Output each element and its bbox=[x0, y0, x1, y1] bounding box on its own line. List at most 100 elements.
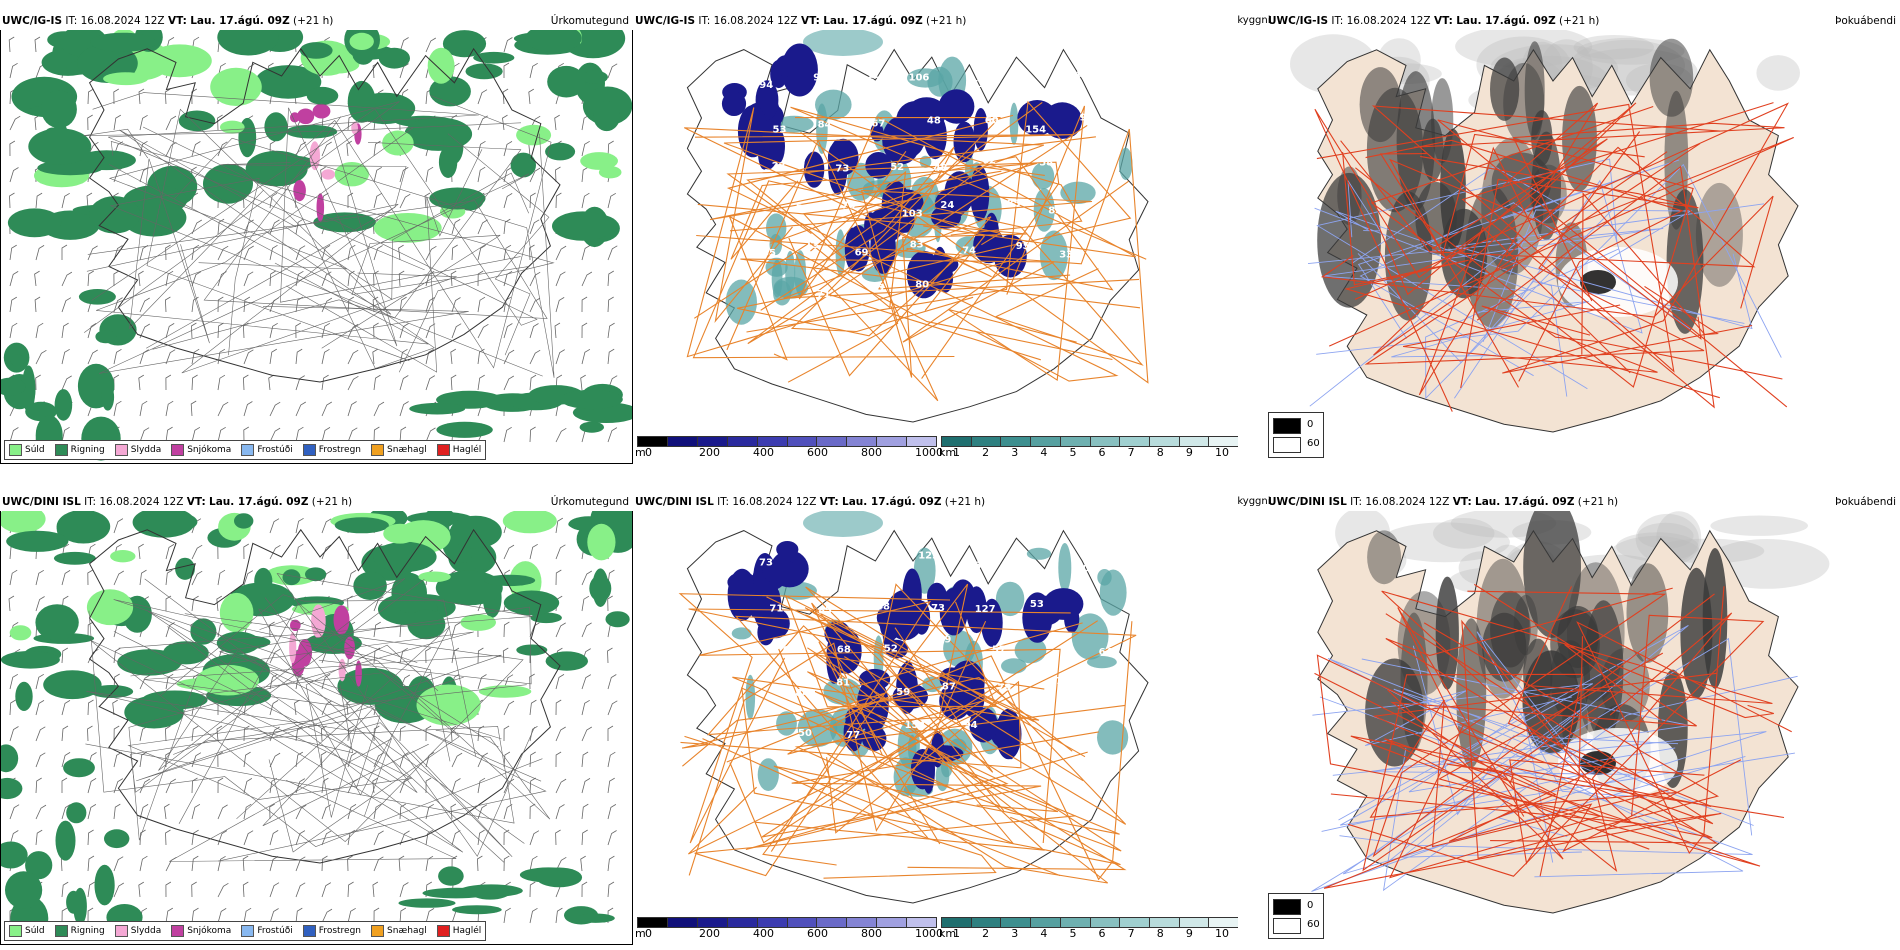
cloud-tick: 2 bbox=[982, 446, 990, 459]
precip-cell bbox=[66, 890, 81, 914]
it-label: IT: bbox=[698, 15, 711, 27]
wind-barb bbox=[347, 804, 357, 820]
wind-barb bbox=[347, 401, 357, 417]
cloud-value-label: 62 bbox=[783, 645, 797, 656]
wind-barb bbox=[529, 543, 538, 560]
height-tick: 600 bbox=[807, 446, 828, 459]
cloud-value-label: 62 bbox=[982, 156, 996, 167]
cloud-value-label: 48 bbox=[876, 602, 890, 613]
wind-barb bbox=[373, 166, 383, 183]
cloud-swatch bbox=[1209, 437, 1238, 446]
wind-barb bbox=[347, 907, 356, 924]
snow-cell bbox=[351, 121, 358, 135]
wind-barb bbox=[425, 829, 434, 846]
height-colorbar-row2: m 0 200 400 600 800 1000 bbox=[633, 917, 943, 943]
road-line bbox=[110, 140, 555, 373]
it-label: IT: bbox=[84, 496, 97, 508]
roads bbox=[678, 583, 1137, 884]
cloud-tick: 9 bbox=[1185, 446, 1193, 459]
height-swatch bbox=[757, 437, 788, 446]
precip-cell bbox=[373, 213, 442, 243]
precip-map-row2 bbox=[0, 493, 633, 945]
snow-cell bbox=[355, 660, 362, 687]
wind-barb bbox=[424, 192, 431, 209]
wind-barb bbox=[243, 830, 254, 846]
precip-cell bbox=[530, 612, 562, 624]
wind-barb bbox=[35, 700, 45, 716]
wind-barb bbox=[503, 167, 513, 183]
road-line bbox=[98, 173, 530, 374]
fog-cell bbox=[1583, 600, 1624, 741]
cloud-value-label: 60 bbox=[1015, 70, 1029, 81]
wind-barb bbox=[243, 907, 252, 924]
road-line bbox=[118, 573, 535, 857]
precip-cell bbox=[0, 841, 28, 869]
wind-barb bbox=[347, 570, 357, 586]
legend-label: Rigning bbox=[70, 926, 105, 936]
forecast-offset: (+21 h) bbox=[311, 496, 353, 508]
fog-legend-dark-label: 0 bbox=[1307, 900, 1314, 911]
wind-barb bbox=[347, 323, 359, 339]
wind-barb bbox=[321, 141, 332, 157]
wind-barb bbox=[555, 778, 567, 794]
cloud-core bbox=[1043, 588, 1084, 620]
wind-barb bbox=[295, 907, 303, 924]
wind-barb bbox=[113, 725, 120, 742]
wind-barb bbox=[503, 37, 513, 53]
wind-barb bbox=[398, 855, 405, 872]
height-tick: 400 bbox=[753, 446, 774, 459]
wind-barb bbox=[34, 114, 41, 131]
road-line bbox=[707, 625, 1045, 851]
precip-cell bbox=[560, 389, 623, 410]
wind-barb bbox=[242, 374, 249, 391]
wind-barb bbox=[320, 725, 327, 742]
road-line bbox=[934, 207, 1144, 366]
height-tick: 600 bbox=[807, 927, 828, 940]
legend-swatch bbox=[171, 925, 185, 937]
cloud-core bbox=[762, 559, 800, 584]
wind-barb bbox=[165, 323, 175, 339]
road-line bbox=[87, 116, 548, 319]
wind-barb bbox=[87, 881, 95, 898]
cloud-swatch bbox=[1031, 437, 1061, 446]
iceland-outline bbox=[88, 47, 561, 383]
wind-barb bbox=[87, 88, 94, 105]
fog-haze bbox=[1573, 35, 1654, 60]
precip-cell bbox=[147, 44, 212, 78]
wind-barb bbox=[35, 673, 45, 690]
wind-barb bbox=[503, 375, 515, 391]
fog-cell bbox=[1649, 38, 1694, 117]
wind-barb bbox=[399, 167, 409, 183]
wind-barb bbox=[321, 700, 332, 716]
legend-label: Slydda bbox=[130, 926, 162, 936]
wind-barb bbox=[347, 375, 359, 391]
wind-barb bbox=[113, 348, 122, 365]
wind-barb bbox=[217, 426, 226, 443]
wind-barb bbox=[555, 569, 562, 586]
precip-cell bbox=[459, 884, 523, 897]
wind-barb bbox=[139, 427, 150, 443]
river-line bbox=[1425, 208, 1619, 400]
precip-legend-row1: Súld Rigning Slydda Snjókoma Frostúði Frostre… bbox=[4, 440, 487, 460]
wind-barb bbox=[113, 167, 124, 183]
cloud-value-label: 44 bbox=[1083, 606, 1097, 617]
wind-barb bbox=[295, 856, 306, 872]
wind-barb bbox=[113, 374, 120, 391]
cloud-cell bbox=[745, 674, 756, 720]
fog-legend-light-label: 60 bbox=[1307, 438, 1320, 449]
cloud-core bbox=[885, 589, 925, 641]
cloud-cell bbox=[1009, 102, 1019, 145]
wind-barb bbox=[113, 114, 122, 131]
wind-barb bbox=[581, 622, 592, 638]
precip-cell bbox=[545, 651, 588, 671]
precip-cell bbox=[63, 758, 95, 778]
wind-barb bbox=[165, 881, 172, 898]
height-tick: 200 bbox=[699, 927, 720, 940]
cloud-value-label: 79 bbox=[1045, 638, 1059, 649]
cloud-tick: 3 bbox=[1011, 927, 1019, 940]
wind-barb bbox=[399, 882, 409, 898]
wind-barb bbox=[425, 855, 434, 872]
cloud-value-label: 48 bbox=[927, 116, 941, 127]
wind-barb bbox=[451, 219, 461, 235]
cloud-tick: 2 bbox=[982, 927, 990, 940]
